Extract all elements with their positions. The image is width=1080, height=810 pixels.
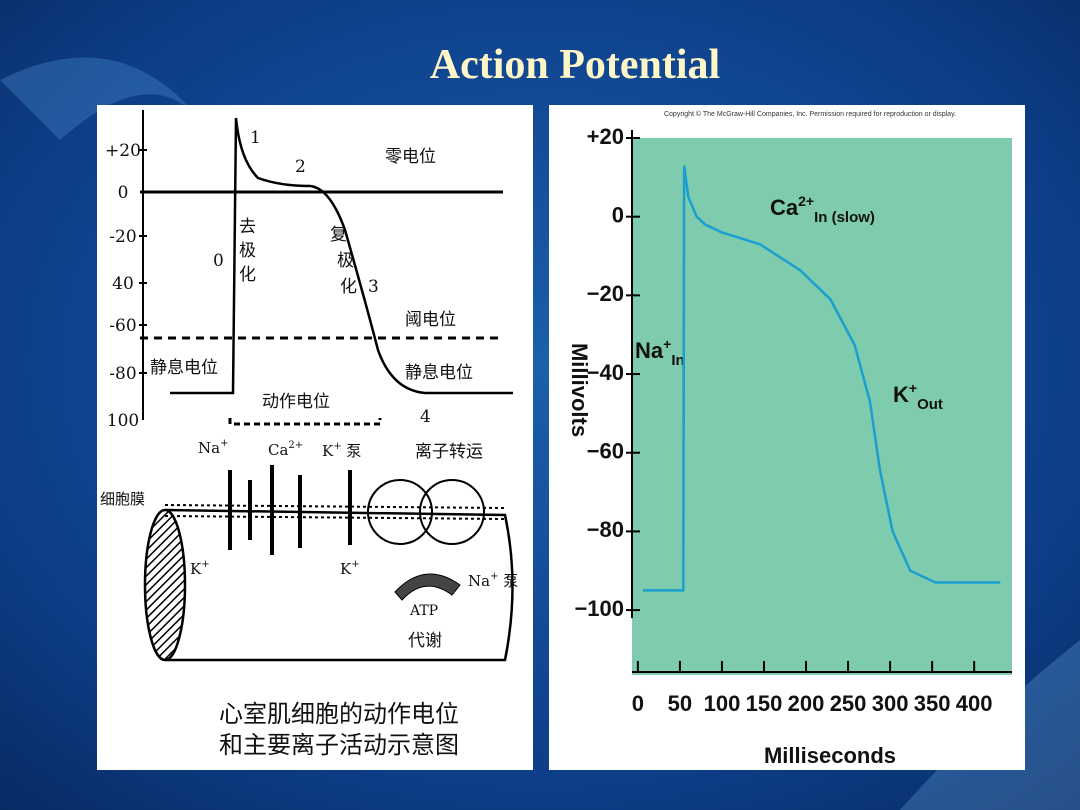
x-tick-label: 0 bbox=[632, 691, 644, 716]
label: 代谢 bbox=[408, 631, 442, 651]
y-label: 100 bbox=[107, 411, 139, 431]
series-line bbox=[642, 165, 1001, 592]
x-tick-label: 200 bbox=[788, 691, 825, 716]
annotation: Na+In bbox=[635, 336, 685, 369]
y-tick-label: −40 bbox=[587, 360, 624, 385]
y-label: 40 bbox=[112, 274, 134, 294]
y-tick-label: −20 bbox=[587, 281, 624, 306]
x-tick-label: 250 bbox=[830, 691, 867, 716]
y-label: +20 bbox=[105, 141, 141, 161]
ion-label: K+ bbox=[340, 559, 360, 578]
cell-end bbox=[143, 508, 187, 662]
annotation: K+Out bbox=[893, 380, 943, 413]
x-axis-label: Milliseconds bbox=[764, 743, 896, 768]
axis-ticks bbox=[139, 149, 147, 374]
ion-label: K+ bbox=[190, 559, 210, 578]
x-tick-label: 400 bbox=[956, 691, 993, 716]
y-tick-label: 0 bbox=[612, 202, 624, 227]
label: 零电位 bbox=[385, 147, 436, 167]
label: 静息电位 bbox=[405, 363, 473, 383]
caption: 心室肌细胞的动作电位 bbox=[219, 700, 459, 728]
pump-loop bbox=[419, 479, 485, 545]
label: 极 bbox=[239, 241, 256, 261]
x-tick-label: 50 bbox=[668, 691, 692, 716]
y-label: 0 bbox=[118, 183, 129, 203]
decoration bbox=[0, 57, 200, 140]
label: 离子转运 bbox=[415, 442, 483, 462]
potential-curve bbox=[170, 117, 513, 395]
panel bbox=[97, 105, 533, 770]
phase-label: 0 bbox=[213, 251, 224, 271]
bracket bbox=[228, 418, 382, 426]
label: 复 bbox=[330, 225, 347, 245]
action-potential-chart: Copyright © The McGraw-Hill Companies, I… bbox=[549, 105, 1025, 770]
phase-label: 1 bbox=[250, 128, 261, 148]
y-tick-label: −60 bbox=[587, 439, 624, 464]
annotation: Ca2+In (slow) bbox=[770, 193, 875, 226]
atp-arc bbox=[394, 573, 461, 601]
cell bbox=[164, 508, 514, 662]
phase-label: 3 bbox=[368, 277, 379, 297]
label: ATP bbox=[409, 603, 438, 619]
label: 化 bbox=[239, 265, 256, 285]
y-tick-label: +20 bbox=[587, 124, 624, 149]
label: 阈电位 bbox=[405, 310, 456, 330]
ion-label: K+ 泵 bbox=[322, 441, 361, 460]
x-tick-label: 100 bbox=[704, 691, 741, 716]
slide-title: Action Potential bbox=[430, 42, 720, 88]
membrane-line bbox=[164, 515, 506, 520]
ion-arrows bbox=[228, 465, 352, 555]
label: 细胞膜 bbox=[100, 490, 145, 508]
label: 动作电位 bbox=[262, 392, 330, 412]
ion-label: Na+ bbox=[198, 438, 228, 457]
ion-diagram: +20 0 -20 40 -60 -80 100 1 2 0 3 4 零电位 去… bbox=[97, 105, 533, 770]
x-tick-label: 350 bbox=[914, 691, 951, 716]
label: 静息电位 bbox=[150, 358, 218, 378]
copyright: Copyright © The McGraw-Hill Companies, I… bbox=[664, 110, 956, 118]
y-tick-label: −100 bbox=[574, 596, 624, 621]
y-label: -20 bbox=[109, 227, 136, 247]
y-label: -60 bbox=[109, 316, 136, 336]
membrane-line bbox=[164, 504, 506, 509]
y-tick-label: −80 bbox=[587, 517, 624, 542]
phase-label: 4 bbox=[420, 407, 431, 427]
phase-label: 2 bbox=[295, 157, 306, 177]
ion-label: Ca2+ bbox=[268, 440, 303, 459]
caption: 和主要离子活动示意图 bbox=[219, 731, 459, 759]
y-label: -80 bbox=[109, 364, 136, 384]
label: 去 bbox=[239, 217, 256, 237]
y-axis-label: Millivolts bbox=[567, 343, 592, 437]
label: 极 bbox=[337, 251, 354, 271]
plot-area bbox=[632, 138, 1012, 675]
x-tick-label: 300 bbox=[872, 691, 909, 716]
ion-label: Na+ 泵 bbox=[468, 571, 518, 590]
x-tick-label: 150 bbox=[746, 691, 783, 716]
pump-loop bbox=[367, 479, 433, 545]
label: 化 bbox=[340, 277, 357, 297]
